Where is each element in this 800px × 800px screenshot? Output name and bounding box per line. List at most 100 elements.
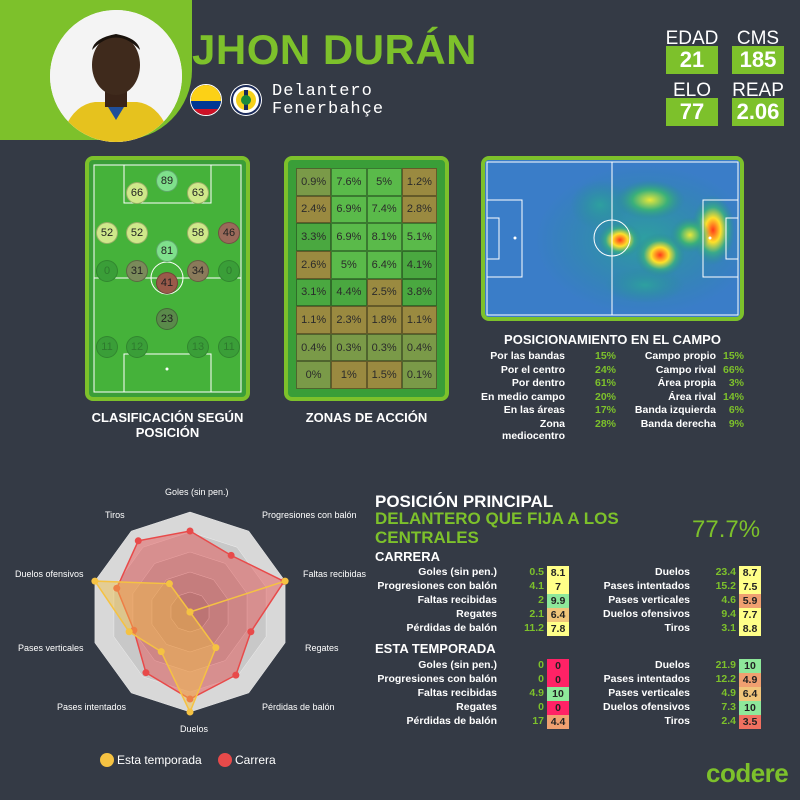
zone-cell: 4.1% <box>401 250 437 279</box>
season-point <box>157 648 165 656</box>
stat-label: Progresiones con balón <box>377 673 497 685</box>
radar-axis-label: Progresiones con balón <box>262 510 357 520</box>
career-point <box>142 669 150 677</box>
positioning-label: Campo propio <box>644 350 716 362</box>
zone-cell: 0.4% <box>401 333 437 362</box>
stat-label: Duelos <box>654 659 690 671</box>
radar-axis-label: Regates <box>305 643 339 653</box>
positioning-label: En medio campo <box>480 390 565 403</box>
stat-value: 0.5 <box>529 566 544 578</box>
career-point <box>232 671 240 679</box>
main-position-score: 77.7% <box>692 516 761 543</box>
stat-value: 3.1 <box>721 622 736 634</box>
position-pitch-panel: 89 66 63 52 52 58 46 81 31 41 34 23 0 0 11 12 13 11 <box>85 156 250 401</box>
zone-cell: 5.1% <box>401 223 437 251</box>
zone-cell: 5% <box>331 250 367 279</box>
zone-cell: 4.4% <box>331 278 367 307</box>
position-rating: 31 <box>126 260 148 282</box>
position-rating: 63 <box>187 182 209 204</box>
stat-rank-badge: 7.5 <box>739 580 761 594</box>
positioning-value: 61% <box>594 377 616 389</box>
radar-axis-label: Faltas recibidas <box>303 569 367 579</box>
zone-cell: 3.1% <box>296 278 332 307</box>
stat-label: Regates <box>456 608 497 620</box>
season-point <box>186 708 194 716</box>
zone-cell: 0.3% <box>366 333 402 362</box>
caption-posicionamiento: POSICIONAMIENTO EN EL CAMPO <box>504 332 721 347</box>
stat-value: 4.9 <box>529 687 544 699</box>
stat-value: 4.1 <box>529 580 544 592</box>
stat-rank-badge: 8.8 <box>739 622 761 636</box>
season-point <box>125 628 133 636</box>
heatmap-panel <box>481 156 744 321</box>
position-rating: 46 <box>218 222 240 244</box>
stat-rank-badge: 0 <box>547 701 569 715</box>
positioning-value: 6% <box>728 404 744 416</box>
zone-cell: 0.4% <box>296 333 332 362</box>
player-name: JHON DURÁN <box>192 26 478 73</box>
position-rating: 58 <box>187 222 209 244</box>
career-point <box>113 584 121 592</box>
legend-season: Esta temporada <box>117 753 202 767</box>
stat-value: 21.9 <box>715 659 736 671</box>
stat-reap-label: REAP <box>732 80 784 101</box>
stat-value: 0 <box>538 701 544 713</box>
positioning-value: 28% <box>594 417 616 430</box>
stat-rank-badge: 7 <box>547 580 569 594</box>
stat-label: Goles (sin pen.) <box>418 659 497 671</box>
stat-value: 9.4 <box>721 608 736 620</box>
zone-cell: 1.2% <box>401 168 437 196</box>
stat-value: 0 <box>538 659 544 671</box>
season-point <box>281 577 289 585</box>
rating-empty: 11 <box>96 336 118 358</box>
positioning-label: Por las bandas <box>490 350 565 362</box>
stat-label: Pases intentados <box>603 580 690 592</box>
season-point <box>165 580 173 588</box>
stat-rank-badge: 10 <box>739 701 761 715</box>
radar-axis-label: Pases verticales <box>18 643 84 653</box>
stat-rank-badge: 4.9 <box>739 673 761 687</box>
position-rating: 81 <box>156 240 178 262</box>
stat-value: 17 <box>532 715 544 727</box>
caption-zonas: ZONAS DE ACCIÓN <box>305 410 428 425</box>
rating-empty: 12 <box>126 336 148 358</box>
stat-value: 11.2 <box>524 622 544 634</box>
stat-rank-badge: 10 <box>739 659 761 673</box>
positioning-value: 14% <box>722 390 744 403</box>
player-avatar <box>50 10 182 142</box>
zone-cell: 6.9% <box>331 195 367 224</box>
stat-rank-badge: 10 <box>547 687 569 701</box>
stat-rank-badge: 3.5 <box>739 715 761 729</box>
stat-rank-badge: 7.8 <box>547 622 569 636</box>
season-point <box>91 577 99 585</box>
positioning-label: Área rival <box>668 390 716 403</box>
caption-clasificacion: CLASIFICACIÓN SEGÚN POSICIÓN <box>91 410 244 440</box>
zone-cell: 1% <box>331 361 367 389</box>
main-position-title: POSICIÓN PRINCIPAL <box>375 492 554 511</box>
positioning-value: 3% <box>728 377 744 389</box>
career-point <box>186 527 194 535</box>
season-title: ESTA TEMPORADA <box>375 641 496 656</box>
stat-elo-label: ELO <box>672 80 712 101</box>
career-point <box>247 628 255 636</box>
position-rating: 52 <box>126 222 148 244</box>
zone-cell: 2.5% <box>366 278 402 307</box>
stat-value: 23.4 <box>715 566 736 578</box>
player-position: Delantero <box>272 82 373 101</box>
stat-label: Duelos ofensivos <box>603 608 690 620</box>
stat-value: 2.4 <box>721 715 736 727</box>
zone-cell: 3.8% <box>401 278 437 307</box>
zone-cell: 6.4% <box>366 250 402 279</box>
radar-axis-label: Goles (sin pen.) <box>165 487 229 497</box>
stat-value: 12.2 <box>715 673 736 685</box>
stat-rank-badge: 8.7 <box>739 566 761 580</box>
career-point <box>134 537 142 545</box>
stat-rank-badge: 6.4 <box>739 687 761 701</box>
rating-empty: 0 <box>96 260 118 282</box>
positioning-value: 9% <box>728 417 744 430</box>
positioning-value: 66% <box>722 363 744 376</box>
stat-rank-badge: 5.9 <box>739 594 761 608</box>
stat-value: 2.1 <box>529 608 544 620</box>
stat-label: Pérdidas de balón <box>406 622 497 634</box>
position-rating: 52 <box>96 222 118 244</box>
